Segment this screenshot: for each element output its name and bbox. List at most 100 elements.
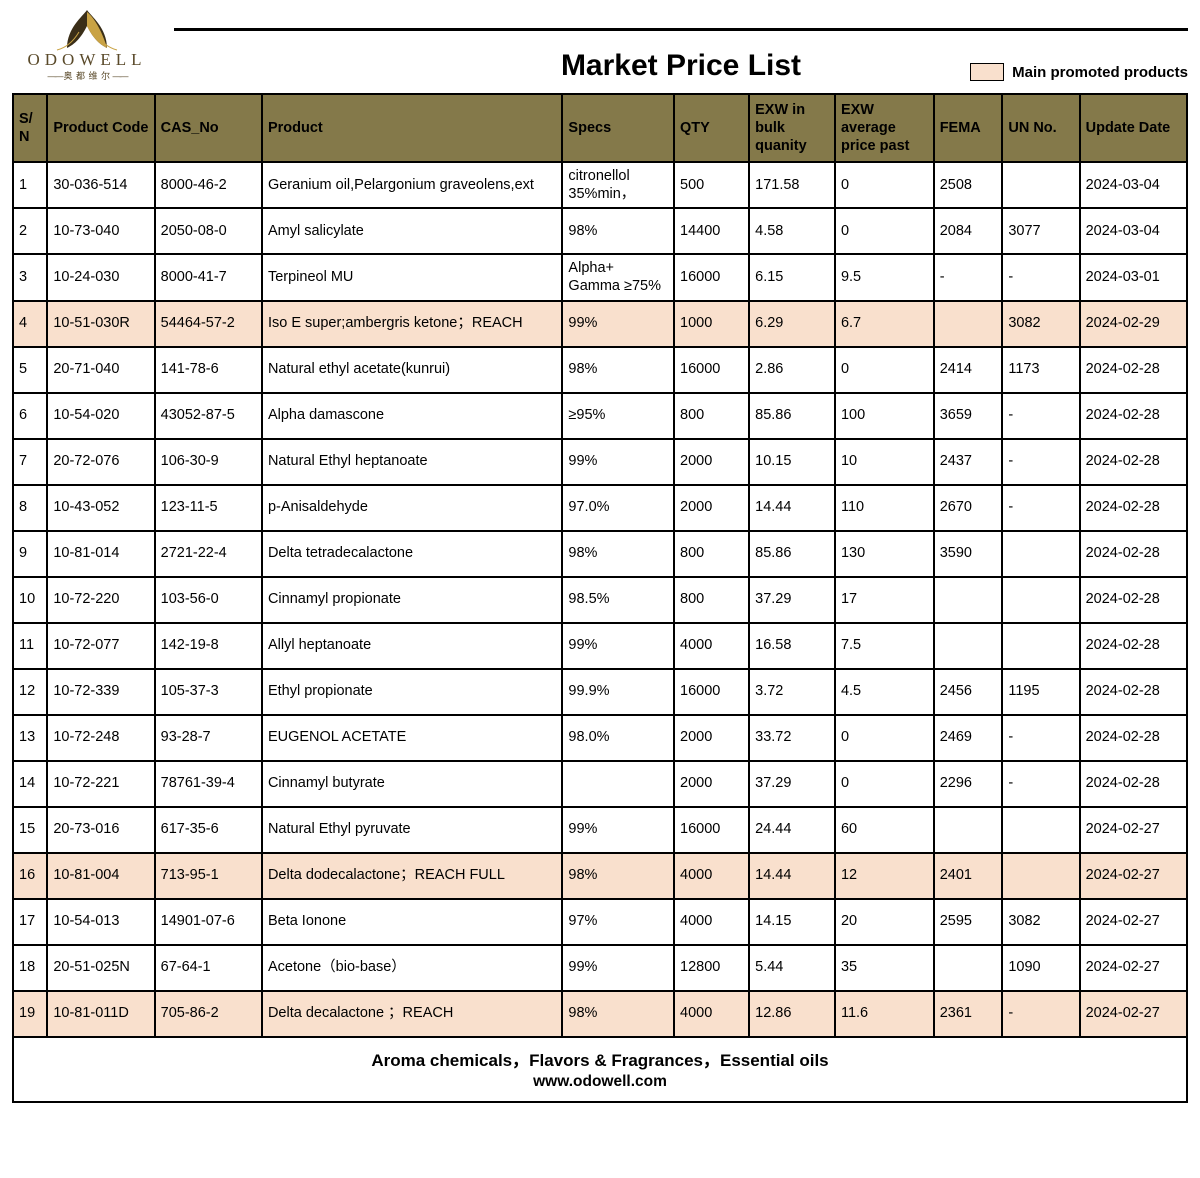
table-cell: 99% [562,623,674,669]
table-cell: 3590 [934,531,1003,577]
legend: Main promoted products [970,63,1188,81]
table-cell: 12 [13,669,47,715]
table-cell: 10-43-052 [47,485,154,531]
page-title: Market Price List [561,49,801,83]
table-cell: Delta dodecalactone；REACH FULL [262,853,562,899]
table-cell: 98.0% [562,715,674,761]
table-cell: 16000 [674,347,749,393]
table-cell: 2024-02-28 [1080,669,1187,715]
table-cell: 2437 [934,439,1003,485]
table-row: 410-51-030R54464-57-2Iso E super;ambergr… [13,301,1187,347]
table-cell: 800 [674,577,749,623]
table-row: 1310-72-24893-28-7EUGENOL ACETATE98.0%20… [13,715,1187,761]
table-cell: 10.15 [749,439,835,485]
table-cell: 3082 [1002,899,1079,945]
table-cell: 3 [13,254,47,300]
table-cell: p-Anisaldehyde [262,485,562,531]
table-cell: Alpha damascone [262,393,562,439]
table-cell: 2050-08-0 [155,208,262,254]
table-cell [1002,577,1079,623]
table-cell: 17 [13,899,47,945]
brand-logo: ODOWELL 奥 都 维 尔 [12,8,162,82]
table-cell: 17 [835,577,934,623]
table-cell: 105-37-3 [155,669,262,715]
table-cell: ≥95% [562,393,674,439]
table-cell: 99.9% [562,669,674,715]
table-cell: 19 [13,991,47,1037]
table-cell: Alpha+ Gamma ≥75% [562,254,674,300]
table-cell: 4000 [674,899,749,945]
table-cell: 2024-02-27 [1080,945,1187,991]
table-cell: 6.7 [835,301,934,347]
footer-tagline: Aroma chemicals，Flavors & Fragrances，Ess… [14,1046,1186,1071]
table-cell: 0 [835,761,934,807]
table-cell: 14.15 [749,899,835,945]
table-cell: Delta decalactone ；REACH [262,991,562,1037]
table-cell: 16.58 [749,623,835,669]
table-cell: 98% [562,991,674,1037]
table-row: 1410-72-22178761-39-4Cinnamyl butyrate20… [13,761,1187,807]
table-cell: 10-54-020 [47,393,154,439]
table-cell: 10-81-011D [47,991,154,1037]
table-cell: 6.29 [749,301,835,347]
table-row: 810-43-052123-11-5p-Anisaldehyde97.0%200… [13,485,1187,531]
title-block: Market Price List Main promoted products [174,8,1188,83]
table-cell: 15 [13,807,47,853]
table-cell: 2000 [674,715,749,761]
table-cell: 9.5 [835,254,934,300]
legend-label: Main promoted products [1012,64,1188,81]
table-cell: 1 [13,162,47,208]
table-header-row: S/NProduct CodeCAS_NoProductSpecsQTYEXW … [13,94,1187,162]
table-row: 720-72-076106-30-9Natural Ethyl heptanoa… [13,439,1187,485]
table-row: 1110-72-077142-19-8Allyl heptanoate99%40… [13,623,1187,669]
table-cell [934,301,1003,347]
table-cell: 2000 [674,439,749,485]
table-cell: 14.44 [749,485,835,531]
table-cell: 2024-02-27 [1080,807,1187,853]
header-rule [174,28,1188,31]
table-cell: Cinnamyl butyrate [262,761,562,807]
table-cell: 0 [835,715,934,761]
table-cell: 10-73-040 [47,208,154,254]
table-cell: Natural Ethyl heptanoate [262,439,562,485]
table-cell: 2024-02-28 [1080,761,1187,807]
table-cell: 7 [13,439,47,485]
table-cell: 10 [835,439,934,485]
table-cell: 100 [835,393,934,439]
table-cell: 142-19-8 [155,623,262,669]
price-table: S/NProduct CodeCAS_NoProductSpecsQTYEXW … [12,93,1188,1038]
table-cell: 12800 [674,945,749,991]
table-cell: 11.6 [835,991,934,1037]
table-cell: 20-73-016 [47,807,154,853]
table-cell: 99% [562,945,674,991]
table-cell: 141-78-6 [155,347,262,393]
table-cell: 10-51-030R [47,301,154,347]
table-cell: 60 [835,807,934,853]
table-cell [934,945,1003,991]
table-cell: 37.29 [749,761,835,807]
table-cell: 99% [562,301,674,347]
table-cell: 3659 [934,393,1003,439]
table-cell: 500 [674,162,749,208]
table-cell: 2084 [934,208,1003,254]
footer: Aroma chemicals，Flavors & Fragrances，Ess… [12,1038,1188,1103]
column-header: UN No. [1002,94,1079,162]
table-cell [1002,162,1079,208]
table-cell: - [1002,439,1079,485]
table-cell: 10-81-014 [47,531,154,577]
table-cell: 10-72-077 [47,623,154,669]
table-cell: 1173 [1002,347,1079,393]
table-cell: 98% [562,853,674,899]
table-cell: 10 [13,577,47,623]
table-cell: 2024-03-04 [1080,208,1187,254]
table-cell: 1195 [1002,669,1079,715]
table-cell: 2456 [934,669,1003,715]
table-cell: 2024-02-28 [1080,439,1187,485]
brand-name: ODOWELL [12,50,162,70]
table-row: 310-24-0308000-41-7Terpineol MUAlpha+ Ga… [13,254,1187,300]
table-cell [1002,853,1079,899]
table-cell: Geranium oil,Pelargonium graveolens,ext [262,162,562,208]
table-cell: - [1002,254,1079,300]
table-cell: 4.5 [835,669,934,715]
table-cell: 2024-02-28 [1080,485,1187,531]
